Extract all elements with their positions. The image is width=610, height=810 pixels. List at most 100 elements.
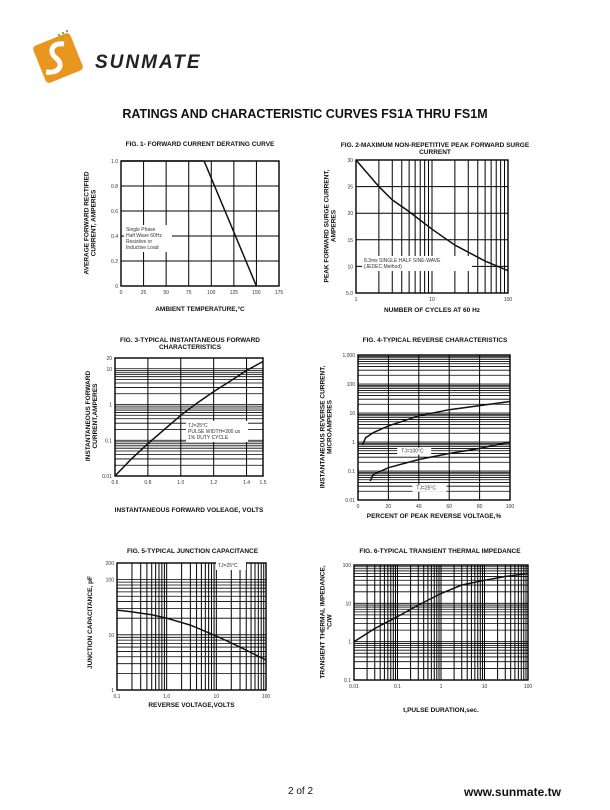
y-tick-label: 30 [347,158,353,164]
annotation-box [362,256,472,271]
x-tick-label: 50 [163,290,169,296]
x-tick-label: 175 [275,290,284,296]
x-tick-label: 125 [230,290,239,296]
y-tick-label: 0.1 [348,469,355,475]
figure-title: FIG. 4-TYPICAL REVERSE CHARACTERISTICS [362,337,508,344]
y-tick-label: 1 [352,440,355,446]
x-tick-label: 1.0 [163,694,170,700]
annotation-text: Single Phase [126,227,156,233]
annotation-text: Resistive or [126,239,152,245]
x-tick-label: 100 [504,297,513,303]
series-line [361,400,511,446]
y-tick-label: 10 [345,601,351,607]
x-tick-label: 10 [482,684,488,690]
y-tick-label: 0.4 [111,234,118,240]
series-line [114,360,264,477]
x-tick-label: 1.4 [243,480,250,486]
y-tick-label: 1 [109,403,112,409]
y-tick-label: 1 [111,688,114,694]
x-tick-label: 100 [524,684,533,690]
y-tick-label: 100 [347,382,356,388]
x-tick-label: 0.8 [144,480,151,486]
annotation-text: (JEDEC Method) [364,264,402,270]
y-tick-label: 0.8 [111,184,118,190]
plot-frame [114,357,264,477]
x-tick-label: 25 [141,290,147,296]
y-tick-label: 10 [349,411,355,417]
series-line [355,159,509,272]
grid [116,562,267,691]
figure-title: FIG. 1- FORWARD CURRENT DERATING CURVE [125,141,275,148]
y-tick-label: 10 [347,264,353,270]
grid [353,564,529,681]
y-tick-label: 0.1 [105,438,112,444]
x-tick-label: 100 [207,290,216,296]
x-tick-label: 75 [186,290,192,296]
series-line [121,160,258,287]
y-tick-label: 0.01 [345,498,355,504]
y-tick-label: 25 [347,185,353,191]
y-tick-label: 100 [106,578,115,584]
x-tick-label: 0.1 [394,684,401,690]
annotation-box [216,561,246,570]
x-tick-label: 0.6 [112,480,119,486]
x-axis-label: AMBIENT TEMPERATURE,°C [155,306,245,313]
page-title: RATINGS AND CHARACTERISTIC CURVES FS1A T… [122,107,488,121]
x-tick-label: 100 [262,694,271,700]
y-tick-label: 15 [347,238,353,244]
plot-frame [355,159,509,294]
plot-frame [357,354,511,501]
x-tick-label: 0.01 [349,684,359,690]
x-tick-label: 100 [506,504,515,510]
x-axis-label: REVERSE VOLTAGE,VOLTS [148,702,235,709]
series-label-box [412,484,447,492]
sunmate-logo: SUNMATE [30,28,220,95]
y-tick-label: 0.1 [344,678,351,684]
annotation-box [124,225,172,252]
plot-frame [116,562,267,691]
x-tick-label: 1.2 [210,480,217,486]
y-tick-label: 0.01 [102,474,112,480]
plot-frame [353,564,529,681]
x-axis-label: NUMBER OF CYCLES AT 60 Hz [383,307,481,314]
y-tick-label: 10 [108,633,114,639]
series-line [369,441,511,482]
x-tick-label: 10 [214,694,220,700]
annotation-text: Half Wave 60Hz [126,233,162,239]
x-tick-label: 0 [357,504,360,510]
figure-title: FIG. 6-TYPICAL TRANSIENT THERMAL IMPEDAN… [359,548,521,555]
x-tick-label: 150 [252,290,261,296]
y-tick-label: 100 [343,563,352,569]
x-tick-label: 60 [446,504,452,510]
series-label-box [397,447,432,455]
x-tick-label: 0 [120,290,123,296]
x-tick-label: 80 [477,504,483,510]
website-link[interactable]: www.sunmate.tw [464,785,561,799]
x-tick-label: 1.0 [177,480,184,486]
y-tick-label: 20 [106,356,112,362]
y-tick-label: 5.0 [346,291,353,297]
annotation-text: 1% DUTY CYCLE [188,435,229,441]
annotation-text: TJ=25°C [188,423,208,429]
y-tick-label: 1.0 [111,159,118,165]
x-tick-label: 1.5 [260,480,267,486]
x-tick-label: 20 [386,504,392,510]
x-tick-label: 1 [440,684,443,690]
y-tick-label: 10 [106,367,112,373]
x-axis-label: INSTANTANEOUS FORWARD VOLEAGE, VOLTS [114,507,264,514]
x-tick-label: 10 [429,297,435,303]
y-tick-label: 1 [348,640,351,646]
series-line [116,609,267,661]
annotation-text: TJ=25°C [218,563,238,569]
x-tick-label: 1 [355,297,358,303]
figure-title: FIG. 2-MAXIMUM NON-REPETITIVE PEAK FORWA… [340,142,530,156]
y-tick-label: 20 [347,211,353,217]
y-tick-label: 0.2 [111,259,118,265]
series-line [353,572,529,643]
annotation-text: Inductive Load [126,245,159,251]
y-tick-label: 0 [115,284,118,290]
